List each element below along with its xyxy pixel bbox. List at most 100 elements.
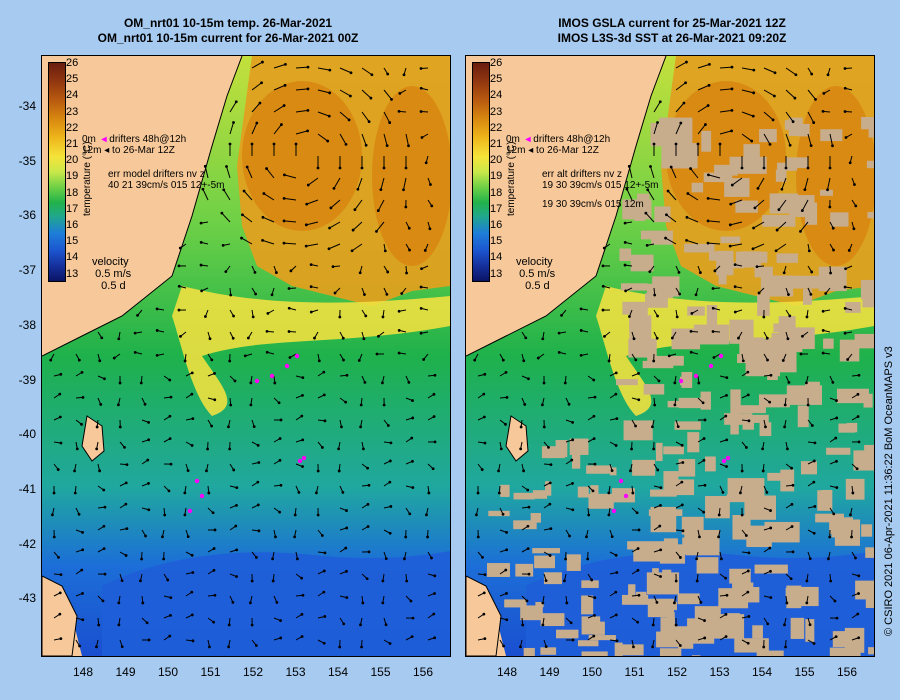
current-vector-head (707, 83, 711, 87)
longitude-label: 156 (412, 665, 434, 679)
current-vector (707, 242, 721, 245)
left-title-line2: OM_nrt01 10-15m current for 26-Mar-2021 … (97, 31, 359, 45)
current-vector-head (680, 503, 684, 507)
cloud-mask-patch (708, 251, 725, 261)
current-vector-head (835, 416, 839, 420)
current-vector (697, 84, 710, 91)
current-vector-head (316, 469, 320, 473)
current-vector-head (579, 329, 583, 332)
cloud-mask-patch (845, 478, 865, 500)
current-vector-head (362, 337, 366, 341)
current-vector-head (766, 358, 769, 362)
current-vector-head (850, 535, 853, 539)
left-map-canvas (42, 56, 450, 656)
current-vector-head (419, 285, 423, 289)
current-vector-head (102, 547, 106, 551)
current-vector-head (542, 425, 546, 429)
current-vector-head (829, 271, 832, 275)
current-vector-head (143, 402, 147, 406)
current-vector-head (139, 579, 142, 583)
cloud-mask-patch (734, 638, 769, 653)
cloud-mask-patch (534, 555, 556, 569)
eddy-core (242, 81, 362, 231)
current-vector-head (524, 336, 528, 340)
cloud-mask-patch (838, 423, 856, 433)
current-vector-head (232, 121, 235, 124)
current-vector (339, 111, 350, 121)
current-vector (763, 89, 775, 97)
current-vector-head (363, 380, 367, 384)
colorbar-tick-label: 20 (490, 154, 503, 167)
current-vector-head (799, 229, 802, 233)
longitude-label: 149 (115, 665, 136, 679)
current-vector-head (80, 568, 84, 572)
current-vector-head (708, 62, 711, 66)
current-vector-head (431, 467, 435, 471)
cloud-mask-patch (577, 486, 589, 498)
current-vector (295, 130, 308, 135)
current-vector-head (682, 101, 686, 105)
cloud-mask-patch (650, 489, 677, 497)
left-depth-top: 0m (82, 134, 96, 145)
current-vector-head (849, 513, 852, 517)
cloud-mask-patch (637, 193, 650, 207)
current-vector-head (199, 221, 203, 225)
current-vector-head (234, 524, 238, 528)
current-vector (295, 109, 308, 113)
right-observation-map[interactable]: 26 25 24 23 22 21 20 19 18 17 16 15 14 13 temperature … (465, 55, 875, 657)
cloud-mask-patch (705, 496, 730, 519)
current-vector-head (427, 491, 431, 495)
current-vector (785, 111, 794, 122)
current-vector (807, 133, 812, 146)
current-vector-head (145, 621, 149, 625)
current-vector-head (828, 166, 832, 170)
left-model-map[interactable]: 26 25 24 23 22 21 20 19 18 17 16 15 14 13 temperature … (41, 55, 451, 657)
current-vector-head (813, 441, 817, 445)
current-vector-head (251, 315, 255, 319)
current-vector (741, 111, 754, 117)
cloud-mask-patch (867, 211, 874, 219)
current-vector (403, 177, 407, 190)
current-vector-head (315, 491, 318, 495)
cloud-mask-patch (779, 330, 813, 338)
current-vector-head (229, 403, 233, 407)
cloud-mask-patch (520, 605, 543, 621)
current-vector-head (481, 555, 484, 559)
current-vector-head (360, 166, 364, 170)
current-vector-head (659, 503, 662, 507)
current-vector-head (59, 372, 63, 376)
current-vector-head (831, 380, 835, 384)
current-vector-head (482, 612, 486, 616)
current-vector-head (261, 215, 265, 219)
current-vector (317, 111, 330, 117)
current-vector-head (610, 469, 614, 473)
current-vector-head (409, 599, 413, 603)
right-map-canvas (466, 56, 874, 656)
cloud-mask-patch (540, 647, 557, 655)
cloud-mask-patch (659, 545, 686, 564)
current-vector-head (497, 491, 501, 495)
current-vector-head (769, 569, 772, 573)
current-vector-head (747, 551, 751, 555)
cloud-mask-patch (730, 412, 739, 435)
cloud-mask-patch (868, 647, 874, 655)
left-err-title: err model drifters nv z (108, 169, 205, 180)
current-vector (339, 89, 351, 97)
current-vector-head (423, 249, 427, 252)
cloud-mask-patch (616, 379, 638, 386)
current-vector-head (854, 556, 857, 560)
current-vector-head (635, 511, 639, 515)
current-vector-head (261, 60, 264, 64)
current-vector-head (585, 535, 588, 539)
current-vector-head (432, 415, 436, 418)
current-vector-head (527, 505, 531, 509)
current-vector (383, 89, 392, 100)
current-vector (753, 221, 765, 229)
colorbar-tick-label: 15 (66, 235, 79, 248)
cloud-mask-patch (643, 384, 665, 395)
current-vector-head (664, 236, 667, 240)
current-vector-head (234, 100, 238, 104)
current-vector-head (728, 244, 732, 248)
current-vector-head (411, 416, 415, 420)
current-vector-head (843, 110, 847, 113)
